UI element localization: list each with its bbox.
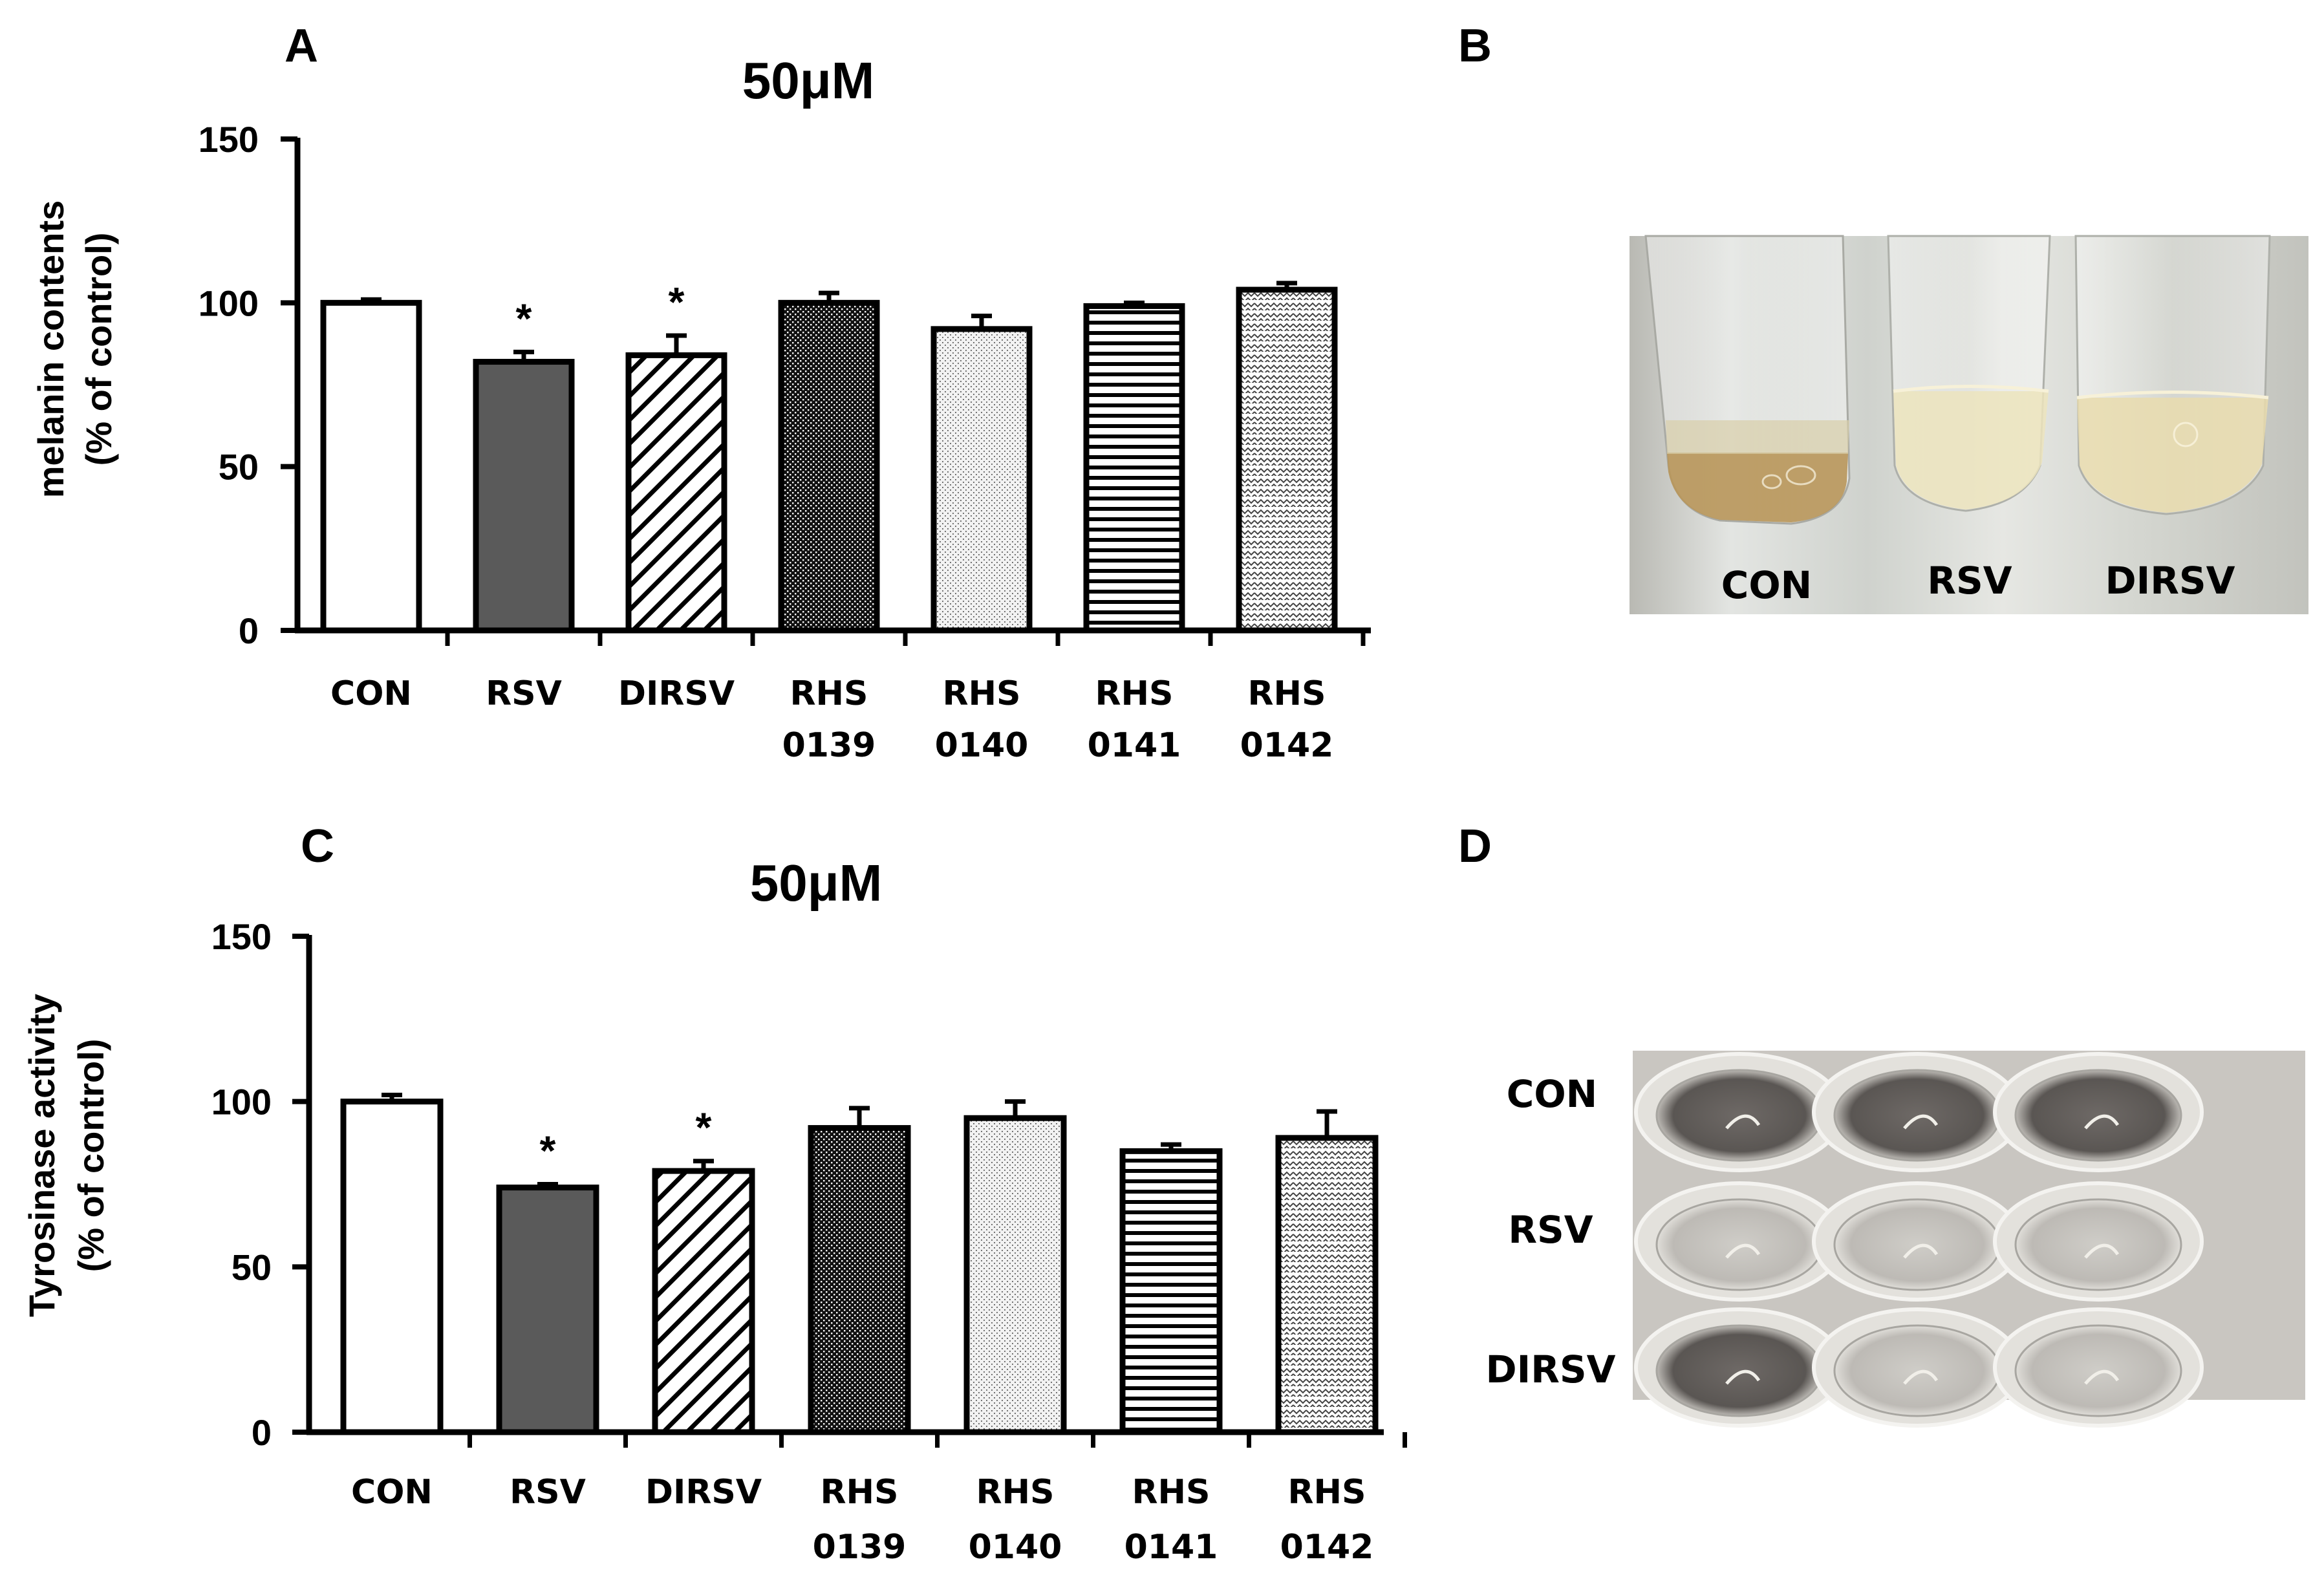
- chart-c-xtick-label-rhs0142: 0142: [1280, 1528, 1374, 1567]
- chart-a-bar-rhs0139: [778, 299, 880, 634]
- chart-c-ylabel-line1: Tyrosinase activity: [21, 994, 62, 1317]
- well-con-3: [2014, 1069, 2182, 1162]
- chart-a-significance-dirsv: *: [669, 279, 685, 325]
- panel-label-c: C: [301, 821, 334, 872]
- tube-rsv: [1887, 235, 2051, 512]
- well-dirsv-2: [1833, 1324, 2001, 1417]
- chart-a-ytick-label: 150: [199, 119, 259, 160]
- chart-c-xtick-label-rhs0139: RHS: [820, 1473, 898, 1512]
- chart-a-xtick-label-rhs0142: RHS: [1247, 674, 1326, 713]
- well-dirsv-3: [2014, 1324, 2182, 1417]
- chart-c-bar-rhs0139: [808, 1125, 911, 1435]
- chart-c-significance-dirsv: *: [696, 1104, 712, 1151]
- chart-c-xtick-label-rhs0141: 0141: [1124, 1528, 1218, 1567]
- chart-a-xtick-label-rhs0141: 0141: [1088, 726, 1181, 765]
- well-reflection: [1903, 1369, 1939, 1385]
- well-reflection: [1903, 1243, 1939, 1259]
- chart-a-xtick-label-rhs0140: RHS: [942, 674, 1020, 713]
- tube-label-con: CON: [1721, 563, 1812, 607]
- chart-a-bar-dirsv: [625, 352, 727, 634]
- chart-c-significance-rsv: *: [540, 1128, 556, 1174]
- well-rsv-2: [1833, 1198, 2001, 1291]
- chart-c-xtick-label-rhs0140: 0140: [969, 1528, 1062, 1567]
- well-reflection: [2084, 1114, 2120, 1130]
- chart-c-xtick-label-rhs0139: 0139: [813, 1528, 907, 1567]
- chart-c-xtick-label-rhs0142: RHS: [1287, 1473, 1366, 1512]
- chart-a-xtick-label-rhs0142: 0142: [1240, 726, 1334, 765]
- chart-c-title: 50μM: [750, 854, 883, 912]
- chart-a-bar-rsv: [473, 359, 575, 634]
- chart-c-bar-con: [340, 1099, 444, 1435]
- chart-c-xtick-label-rhs0141: RHS: [1132, 1473, 1210, 1512]
- chart-c-bar-rhs0142: [1275, 1135, 1379, 1435]
- chart-a-xtick-label-con: CON: [330, 674, 412, 713]
- chart-c-bar-rhs0140: [963, 1115, 1067, 1435]
- chart-a-ytick-label: 50: [219, 447, 259, 488]
- chart-a-xtick-label-rhs0140: 0140: [935, 726, 1029, 765]
- chart-c-bar-rsv: [496, 1185, 599, 1435]
- tube-label-dirsv: DIRSV: [2105, 559, 2235, 603]
- chart-c-xtick-label-rhs0140: RHS: [976, 1473, 1054, 1512]
- chart-a-title: 50μM: [742, 52, 875, 109]
- chart-c-bar-dirsv: [652, 1168, 755, 1435]
- well-reflection: [1725, 1369, 1761, 1385]
- chart-a-significance-rsv: *: [516, 295, 532, 341]
- well-dirsv-1: [1655, 1324, 1824, 1417]
- tube-con: [1644, 235, 1851, 525]
- chart-a-bar-rhs0141: [1083, 303, 1185, 634]
- well-label-dirsv: DIRSV: [1485, 1347, 1615, 1391]
- chart-a-bar-rhs0142: [1236, 286, 1338, 634]
- chart-tyrosinase-activity: 50μM Tyrosinase activity (% of control) …: [21, 854, 1407, 1567]
- chart-c-ytick-label: 150: [211, 916, 272, 957]
- well-reflection: [2084, 1369, 2120, 1385]
- chart-a-xtick-label-rsv: RSV: [486, 674, 562, 713]
- chart-c-ytick-label: 100: [211, 1082, 272, 1122]
- panel-label-b: B: [1458, 20, 1492, 72]
- chart-a-xtick-label-rhs0139: 0139: [782, 726, 876, 765]
- panel-label-d: D: [1458, 821, 1492, 872]
- panel-label-a: A: [285, 20, 318, 72]
- chart-a-ytick-label: 0: [239, 610, 259, 651]
- well-con-2: [1833, 1069, 2001, 1162]
- chart-a-bar-rhs0140: [931, 326, 1033, 634]
- well-rsv-3: [2014, 1198, 2182, 1291]
- chart-a-ytick-label: 100: [199, 283, 259, 323]
- well-rsv-1: [1655, 1198, 1824, 1291]
- chart-a-xtick-label-dirsv: DIRSV: [618, 674, 735, 713]
- tube-label-rsv: RSV: [1927, 559, 2012, 603]
- well-label-con: CON: [1507, 1072, 1597, 1116]
- chart-c-xtick-label-rsv: RSV: [510, 1473, 586, 1512]
- tube-dirsv: [2074, 235, 2271, 515]
- chart-c-xtick-label-dirsv: DIRSV: [645, 1473, 762, 1512]
- well-reflection: [1725, 1114, 1761, 1130]
- chart-a-bar-con: [320, 299, 422, 634]
- chart-melanin-contents: 50μM melanin contents (% of control) 0 50…: [30, 52, 1371, 765]
- chart-a-xtick-label-rhs0139: RHS: [790, 674, 868, 713]
- well-con-1: [1655, 1069, 1824, 1162]
- chart-c-ytick-label: 0: [252, 1412, 272, 1453]
- chart-c-xtick-label-con: CON: [351, 1473, 433, 1512]
- photo-b-tubes: CON RSV DIRSV: [1630, 235, 2308, 614]
- well-label-rsv: RSV: [1508, 1208, 1593, 1252]
- well-reflection: [1725, 1243, 1761, 1259]
- chart-a-ylabel-line2: (% of control): [78, 233, 119, 466]
- chart-a-xtick-label-rhs0141: RHS: [1095, 674, 1173, 713]
- chart-a-ylabel-line1: melanin contents: [30, 200, 71, 499]
- well-reflection: [2084, 1243, 2120, 1259]
- chart-c-ylabel-line2: (% of control): [70, 1039, 111, 1272]
- photo-d-wellplate: CON RSV DIRSV: [1485, 1051, 2305, 1428]
- chart-c-bar-rhs0141: [1119, 1148, 1223, 1435]
- chart-c-ytick-label: 50: [231, 1247, 272, 1287]
- well-reflection: [1903, 1114, 1939, 1130]
